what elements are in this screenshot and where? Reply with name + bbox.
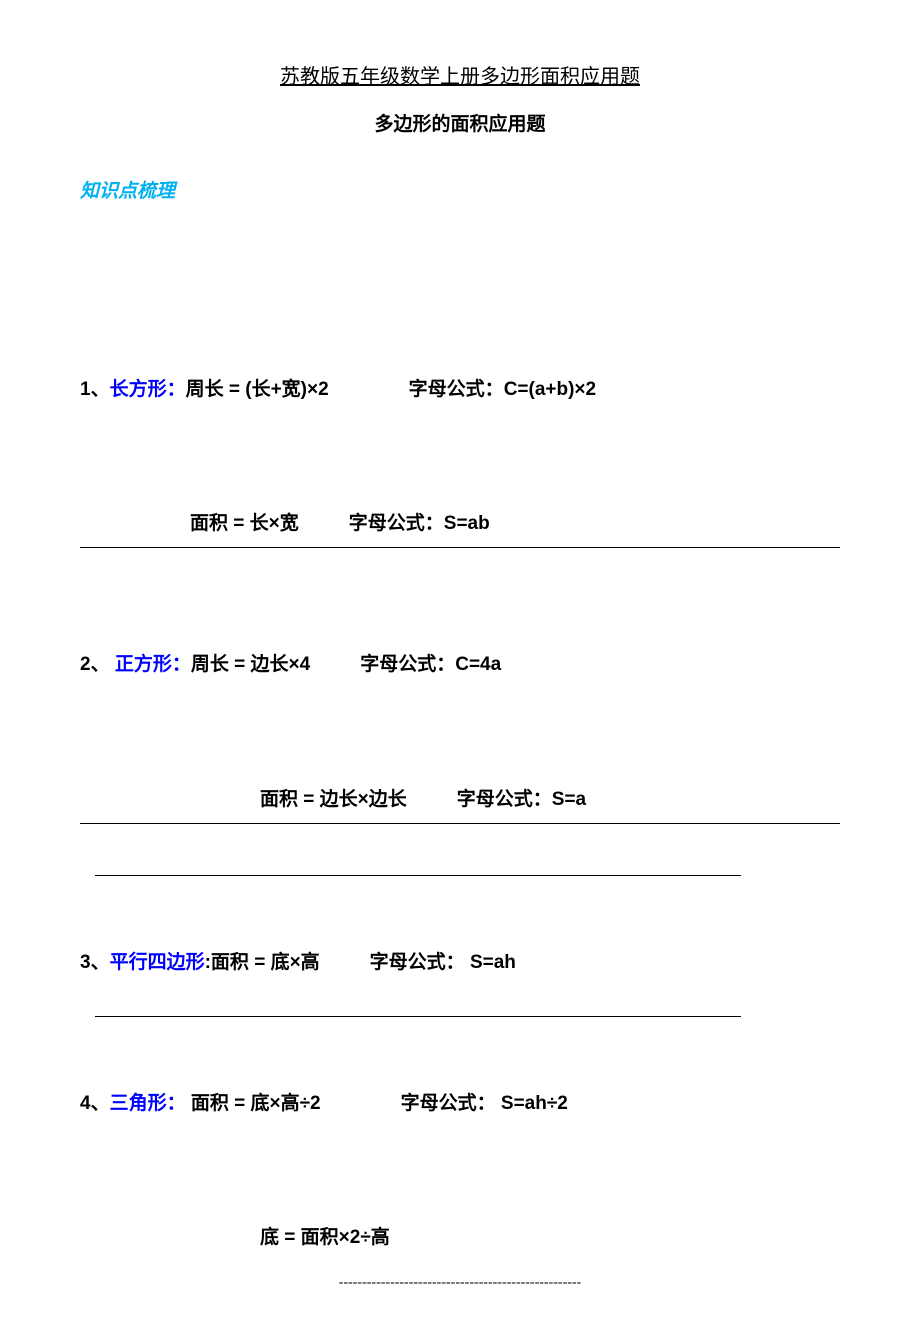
formula-label: 字母公式： bbox=[409, 379, 504, 400]
extra-formula: 底 = 面积×2÷高 bbox=[260, 1227, 390, 1248]
item-index: 4、 bbox=[80, 1093, 110, 1114]
formula-label: 字母公式： bbox=[457, 789, 552, 810]
item-index: 3、 bbox=[80, 952, 110, 973]
shape-name-rect: 长方形： bbox=[110, 379, 186, 400]
formula-label: 字母公式： bbox=[370, 952, 470, 973]
formula-row-rect-area: 面积 = 长×宽 字母公式：S=ab bbox=[80, 507, 840, 548]
area-formula: S=ah÷2 bbox=[501, 1093, 568, 1114]
area-formula: S=a bbox=[552, 789, 586, 810]
formula-label: 字母公式： bbox=[360, 654, 455, 675]
area-formula: S=ah bbox=[470, 952, 516, 973]
area-formula: S=ab bbox=[444, 513, 490, 534]
perimeter-text: 周长 = (长+宽)×2 bbox=[186, 379, 329, 400]
formula-row-square-area: 面积 = 边长×边长 字母公式：S=a bbox=[80, 783, 840, 824]
item-index: 2、 bbox=[80, 654, 115, 675]
formula-row-triangle: 4、三角形： 面积 = 底×高÷2 字母公式： S=ah÷2 bbox=[80, 1087, 840, 1121]
formula-label: 字母公式： bbox=[401, 1093, 501, 1114]
area-text: 面积 = 底×高÷2 bbox=[186, 1093, 321, 1114]
page-subtitle: 多边形的面积应用题 bbox=[80, 109, 840, 136]
footer-dashes: ----------------------------------------… bbox=[80, 1275, 840, 1291]
section-label: 知识点梳理 bbox=[80, 176, 840, 203]
perimeter-formula: C=(a+b)×2 bbox=[504, 379, 596, 400]
divider-line bbox=[95, 874, 741, 876]
formula-row-square-perimeter: 2、 正方形：周长 = 边长×4 字母公式：C=4a bbox=[80, 648, 840, 682]
item-index: 1、 bbox=[80, 379, 110, 400]
perimeter-formula: C=4a bbox=[455, 654, 501, 675]
area-text: 面积 = 长×宽 bbox=[190, 513, 299, 534]
formula-label: 字母公式： bbox=[349, 513, 444, 534]
area-text: 面积 = 边长×边长 bbox=[260, 789, 407, 810]
formula-row-parallelogram: 3、平行四边形:面积 = 底×高字母公式： S=ah bbox=[80, 946, 840, 980]
shape-name-square: 正方形： bbox=[115, 654, 191, 675]
shape-name-parallelogram: 平行四边形 bbox=[110, 952, 205, 973]
divider-line bbox=[95, 1015, 741, 1017]
page-header-title: 苏教版五年级数学上册多边形面积应用题 bbox=[80, 60, 840, 89]
area-text: 面积 = 底×高 bbox=[211, 952, 320, 973]
formula-row-rect-perimeter: 1、长方形：周长 = (长+宽)×2 字母公式：C=(a+b)×2 bbox=[80, 373, 840, 407]
perimeter-text: 周长 = 边长×4 bbox=[191, 654, 310, 675]
document-page: 苏教版五年级数学上册多边形面积应用题 多边形的面积应用题 知识点梳理 1、长方形… bbox=[0, 0, 920, 1331]
shape-name-triangle: 三角形： bbox=[110, 1093, 186, 1114]
formula-row-triangle-base: 底 = 面积×2÷高 bbox=[80, 1221, 840, 1255]
